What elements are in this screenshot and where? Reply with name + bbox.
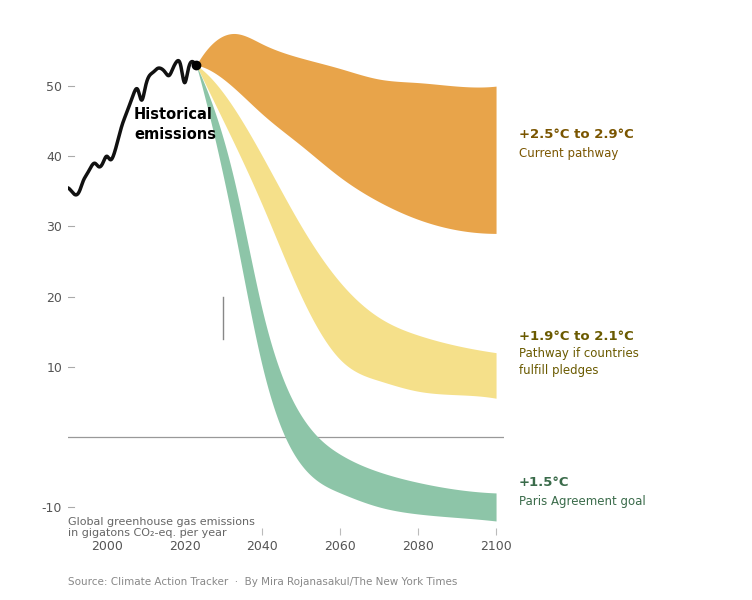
Text: +1.5°C: +1.5°C [519, 476, 569, 490]
Text: fulfill pledges: fulfill pledges [519, 364, 599, 377]
Text: Pathway if countries: Pathway if countries [519, 347, 638, 361]
Text: +2.5°C to 2.9°C: +2.5°C to 2.9°C [519, 128, 634, 142]
Text: Current pathway: Current pathway [519, 146, 618, 160]
Text: Global greenhouse gas emissions: Global greenhouse gas emissions [68, 517, 255, 527]
Text: Paris Agreement goal: Paris Agreement goal [519, 494, 646, 508]
Text: in gigatons CO₂-eq. per year: in gigatons CO₂-eq. per year [68, 528, 226, 538]
Text: Source: Climate Action Tracker  ·  By Mira Rojanasakul/The New York Times: Source: Climate Action Tracker · By Mira… [68, 577, 457, 587]
Text: +1.9°C to 2.1°C: +1.9°C to 2.1°C [519, 329, 634, 343]
Text: Historical
emissions: Historical emissions [134, 107, 216, 142]
